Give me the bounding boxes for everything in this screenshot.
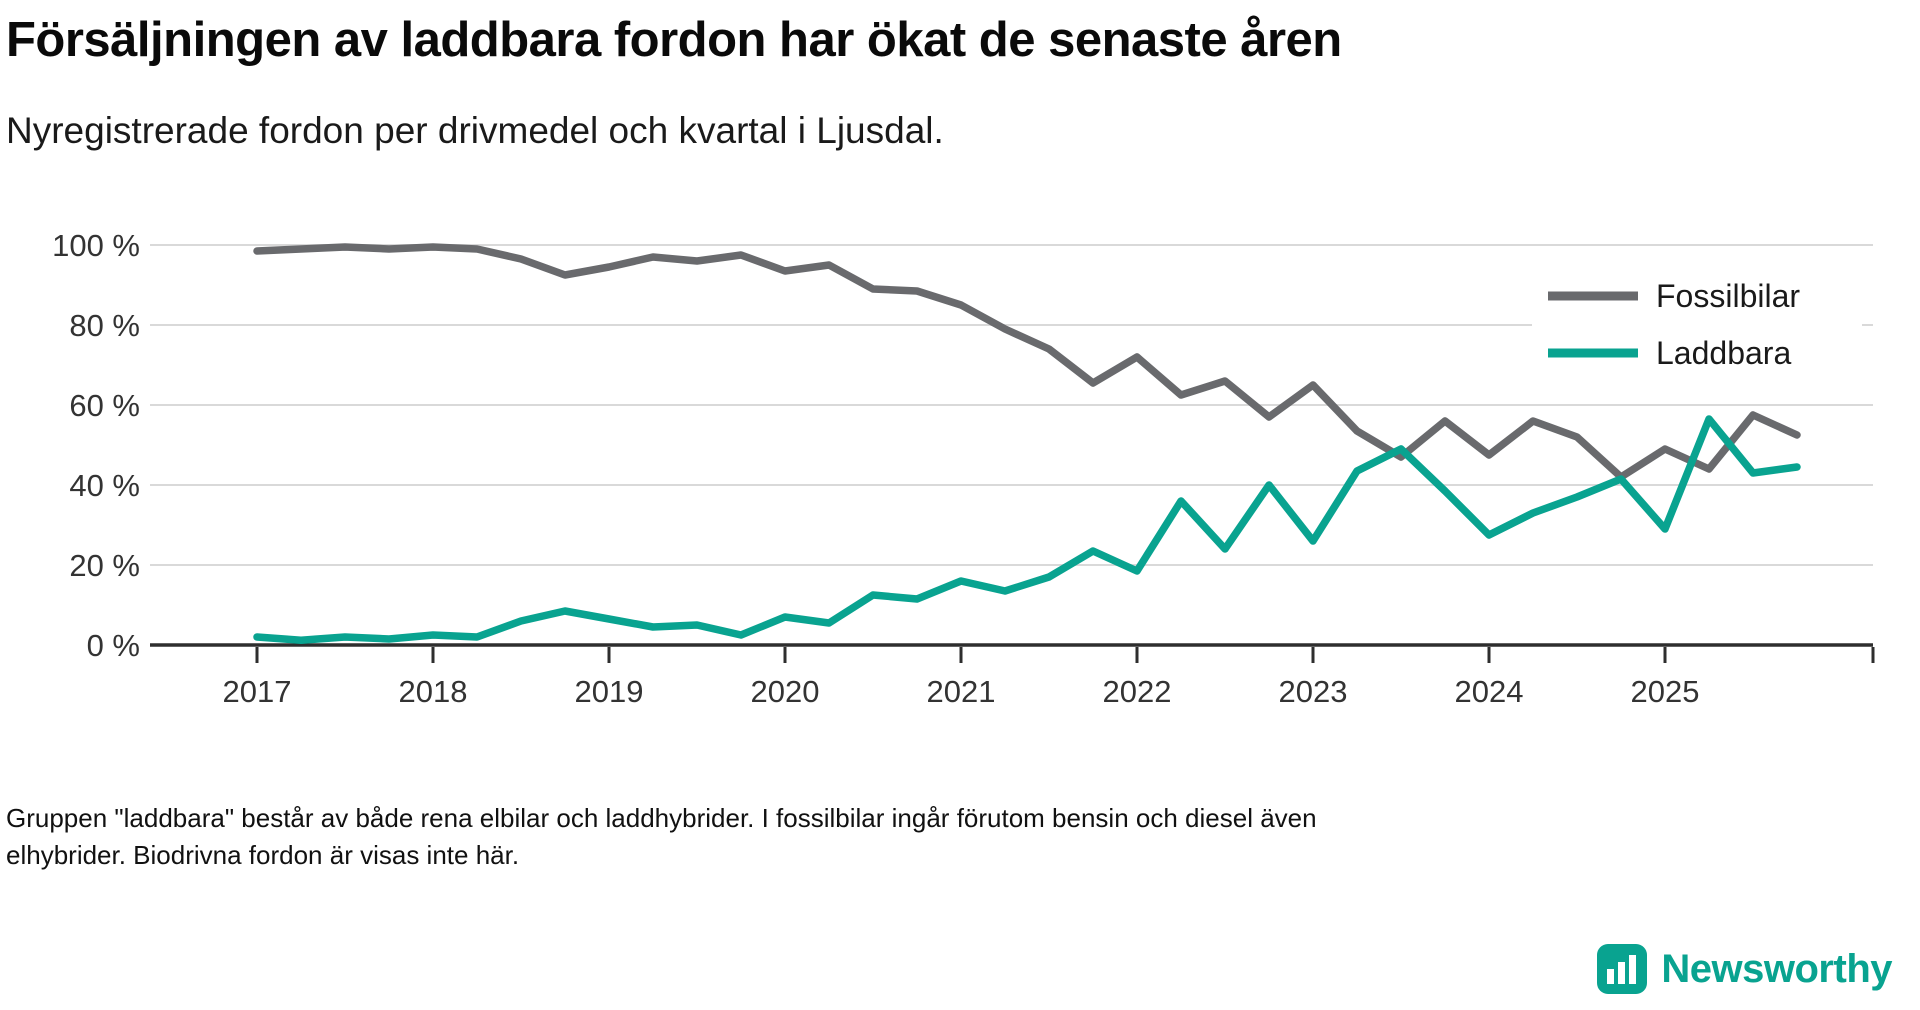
chart-subtitle: Nyregistrerade fordon per drivmedel och … (6, 110, 944, 151)
logo-bar-icon (1607, 969, 1615, 984)
x-axis-label: 2020 (751, 674, 820, 709)
y-axis-label: 60 % (69, 388, 140, 423)
x-axis-label: 2017 (223, 674, 292, 709)
x-axis-label: 2025 (1631, 674, 1700, 709)
newsworthy-logo-icon (1597, 944, 1648, 994)
legend-background (1532, 268, 1862, 380)
legend-label-laddbara: Laddbara (1656, 335, 1791, 371)
y-axis-label: 0 % (87, 628, 140, 663)
x-axis-label: 2021 (927, 674, 996, 709)
newsworthy-branding: Newsworthy (1597, 944, 1892, 994)
x-axis-label: 2018 (399, 674, 468, 709)
footnote-line: elhybrider. Biodrivna fordon är visas in… (6, 840, 520, 870)
x-axis-label: 2019 (575, 674, 644, 709)
x-axis-label: 2024 (1455, 674, 1524, 709)
laddbara-line (253, 415, 1801, 644)
logo-bar-icon (1618, 962, 1626, 984)
page-title: Försäljningen av laddbara fordon har öka… (6, 13, 1342, 67)
y-axis-label: 40 % (69, 468, 140, 503)
footnote-line: Gruppen "laddbara" består av både rena e… (6, 803, 1317, 833)
fossilbilar-line (253, 243, 1801, 481)
newsworthy-wordmark: Newsworthy (1661, 946, 1892, 991)
y-axis-label: 100 % (52, 228, 140, 263)
logo-bar-icon (1629, 955, 1637, 984)
chart-footnote: Gruppen "laddbara" består av både rena e… (6, 800, 1566, 874)
x-axis-label: 2023 (1279, 674, 1348, 709)
y-axis-label: 20 % (69, 548, 140, 583)
x-axis-label: 2022 (1103, 674, 1172, 709)
legend-label-fossilbilar: Fossilbilar (1656, 278, 1800, 314)
y-axis-label: 80 % (69, 308, 140, 343)
